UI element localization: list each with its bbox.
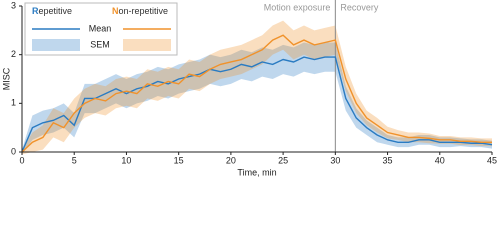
legend-band (32, 39, 80, 51)
x-tick-label: 30 (330, 155, 340, 165)
y-tick-label: 2 (11, 49, 16, 59)
x-tick-label: 15 (174, 155, 184, 165)
x-tick-label: 35 (383, 155, 393, 165)
legend-label: SEM (90, 39, 110, 49)
page: Time, min MISC Motion exposure Recovery 0 1… (1, 0, 498, 178)
x-tick-label: 0 (19, 155, 24, 165)
x-tick-label: 5 (72, 155, 77, 165)
y-tick-label: 1 (11, 98, 16, 108)
sem-band (22, 42, 492, 155)
x-tick-label: 40 (435, 155, 445, 165)
x-axis-label: Time, min (237, 167, 276, 177)
y-axis-label: MISC (1, 67, 11, 90)
annotation: Motion exposure (264, 2, 331, 12)
chart: Time, min MISC Motion exposure Recovery 0 1… (1, 0, 497, 177)
x-tick-label: 20 (226, 155, 236, 165)
mean-line (21, 56, 493, 153)
bands (22, 20, 492, 155)
legend-header: Repetitive (32, 6, 73, 16)
sem-band (22, 20, 492, 155)
legend-label: Mean (89, 23, 112, 33)
y-tick-label: 3 (11, 0, 16, 10)
x-tick-label: 10 (121, 155, 131, 165)
legend-header: Non-repetitive (112, 6, 169, 16)
legend-band (123, 39, 171, 51)
y-tick-label: 0 (11, 146, 16, 156)
annotation: Recovery (340, 2, 379, 12)
x-tick-label: 25 (278, 155, 288, 165)
x-tick-label: 45 (487, 155, 497, 165)
mean-line (21, 34, 492, 153)
